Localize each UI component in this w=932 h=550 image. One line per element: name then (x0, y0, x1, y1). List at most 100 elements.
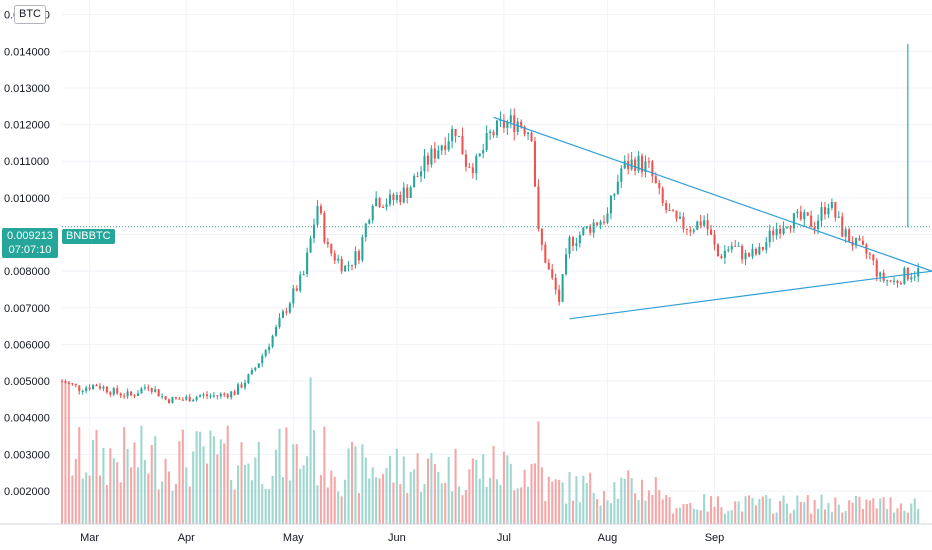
candle-body (275, 327, 278, 336)
grid (62, 0, 932, 524)
volume-bar (378, 478, 381, 524)
volume-bar (689, 502, 692, 524)
candle-body (713, 234, 716, 245)
volume-bar (509, 463, 512, 524)
candle-body (599, 221, 602, 226)
y-tick-label: 0.012000 (4, 120, 50, 132)
candle-body (447, 141, 450, 150)
candle-body (789, 227, 792, 229)
volume-bar (457, 486, 461, 524)
candle-body (344, 265, 347, 272)
candle-body (523, 126, 526, 135)
currency-unit-label[interactable]: BTC (14, 5, 46, 24)
candle-body (285, 311, 288, 313)
candle-body (520, 121, 523, 127)
candle-body (858, 238, 861, 241)
last-price-tag: 0.009213 07:07:10 (2, 228, 58, 258)
volume-bar (741, 511, 744, 524)
candle-body (730, 245, 733, 250)
candle-body (192, 399, 195, 402)
candle-body (889, 280, 892, 282)
candle-body (744, 252, 747, 260)
candle-body (602, 221, 606, 223)
candle-body (437, 150, 440, 159)
candle-body (188, 396, 191, 402)
candle-body (312, 224, 316, 239)
volume-bar (413, 469, 416, 524)
volume-bar (558, 479, 561, 524)
candle-body (278, 317, 281, 328)
volume-bar (395, 448, 398, 524)
candle-body (720, 256, 723, 259)
y-tick-label: 0.013000 (4, 83, 50, 95)
candle-body (896, 280, 899, 283)
candle-body (906, 267, 909, 280)
candle-body (917, 268, 920, 277)
volume-bar (226, 425, 229, 524)
candle-body (371, 205, 374, 221)
volume-bar (451, 491, 454, 524)
candle-body (426, 155, 429, 165)
candle-body (164, 396, 167, 400)
volume-bar (78, 427, 81, 524)
candle-body (388, 194, 392, 205)
volume-bar (136, 467, 139, 524)
volume-bar (502, 451, 505, 524)
volume-bar (416, 453, 419, 524)
volume-bar (734, 501, 737, 524)
candle-body (751, 248, 754, 257)
volume-bar (861, 509, 864, 524)
candle-body (616, 181, 619, 194)
volume-bar (551, 481, 554, 524)
candle-body (485, 133, 488, 151)
volume-bar (437, 471, 440, 524)
volume-bar (420, 491, 423, 524)
volume-bar (723, 513, 726, 524)
volume-bar (219, 439, 222, 524)
volume-bar (399, 484, 402, 524)
candle-body (402, 187, 405, 203)
volume-bar (309, 377, 312, 524)
volume-bar (292, 444, 295, 524)
volume-bar (882, 497, 885, 524)
candle-body (910, 277, 913, 280)
volume-bar (402, 456, 405, 524)
volume-bar (482, 454, 485, 524)
x-tick-label: Sep (705, 532, 725, 544)
candle-body (861, 240, 864, 245)
bar-countdown: 07:07:10 (8, 244, 52, 256)
volume-bar (326, 487, 329, 524)
candle-body (378, 198, 381, 207)
candle-body (102, 386, 105, 389)
volume-bar (371, 467, 374, 524)
volume-bar (830, 512, 833, 524)
candle-body (347, 264, 350, 266)
volume-bar (133, 442, 136, 524)
volume-bar (513, 490, 516, 524)
volume-bar (109, 448, 112, 524)
volume-bar (382, 473, 385, 524)
candle-body (530, 132, 533, 142)
volume-bar (599, 505, 602, 524)
candle-body (105, 386, 108, 393)
candle-body (416, 175, 419, 177)
volume-bar (675, 508, 678, 524)
candle-body (205, 394, 209, 397)
volume-bar (872, 498, 875, 524)
candle-body (558, 289, 561, 302)
volume-bar (547, 476, 550, 524)
y-tick-label: 0.004000 (4, 413, 50, 425)
candle-body (85, 387, 88, 392)
candle-body (775, 228, 778, 236)
volume-bar (523, 469, 526, 524)
volume-bar (171, 490, 174, 524)
volume-bar (634, 493, 637, 524)
candle-body (471, 167, 474, 174)
volume-bar (785, 503, 789, 524)
candle-body (782, 227, 785, 234)
candle-body (202, 394, 205, 396)
candle-body (672, 210, 675, 212)
volume-bar (285, 427, 288, 524)
candle-body (271, 335, 274, 347)
